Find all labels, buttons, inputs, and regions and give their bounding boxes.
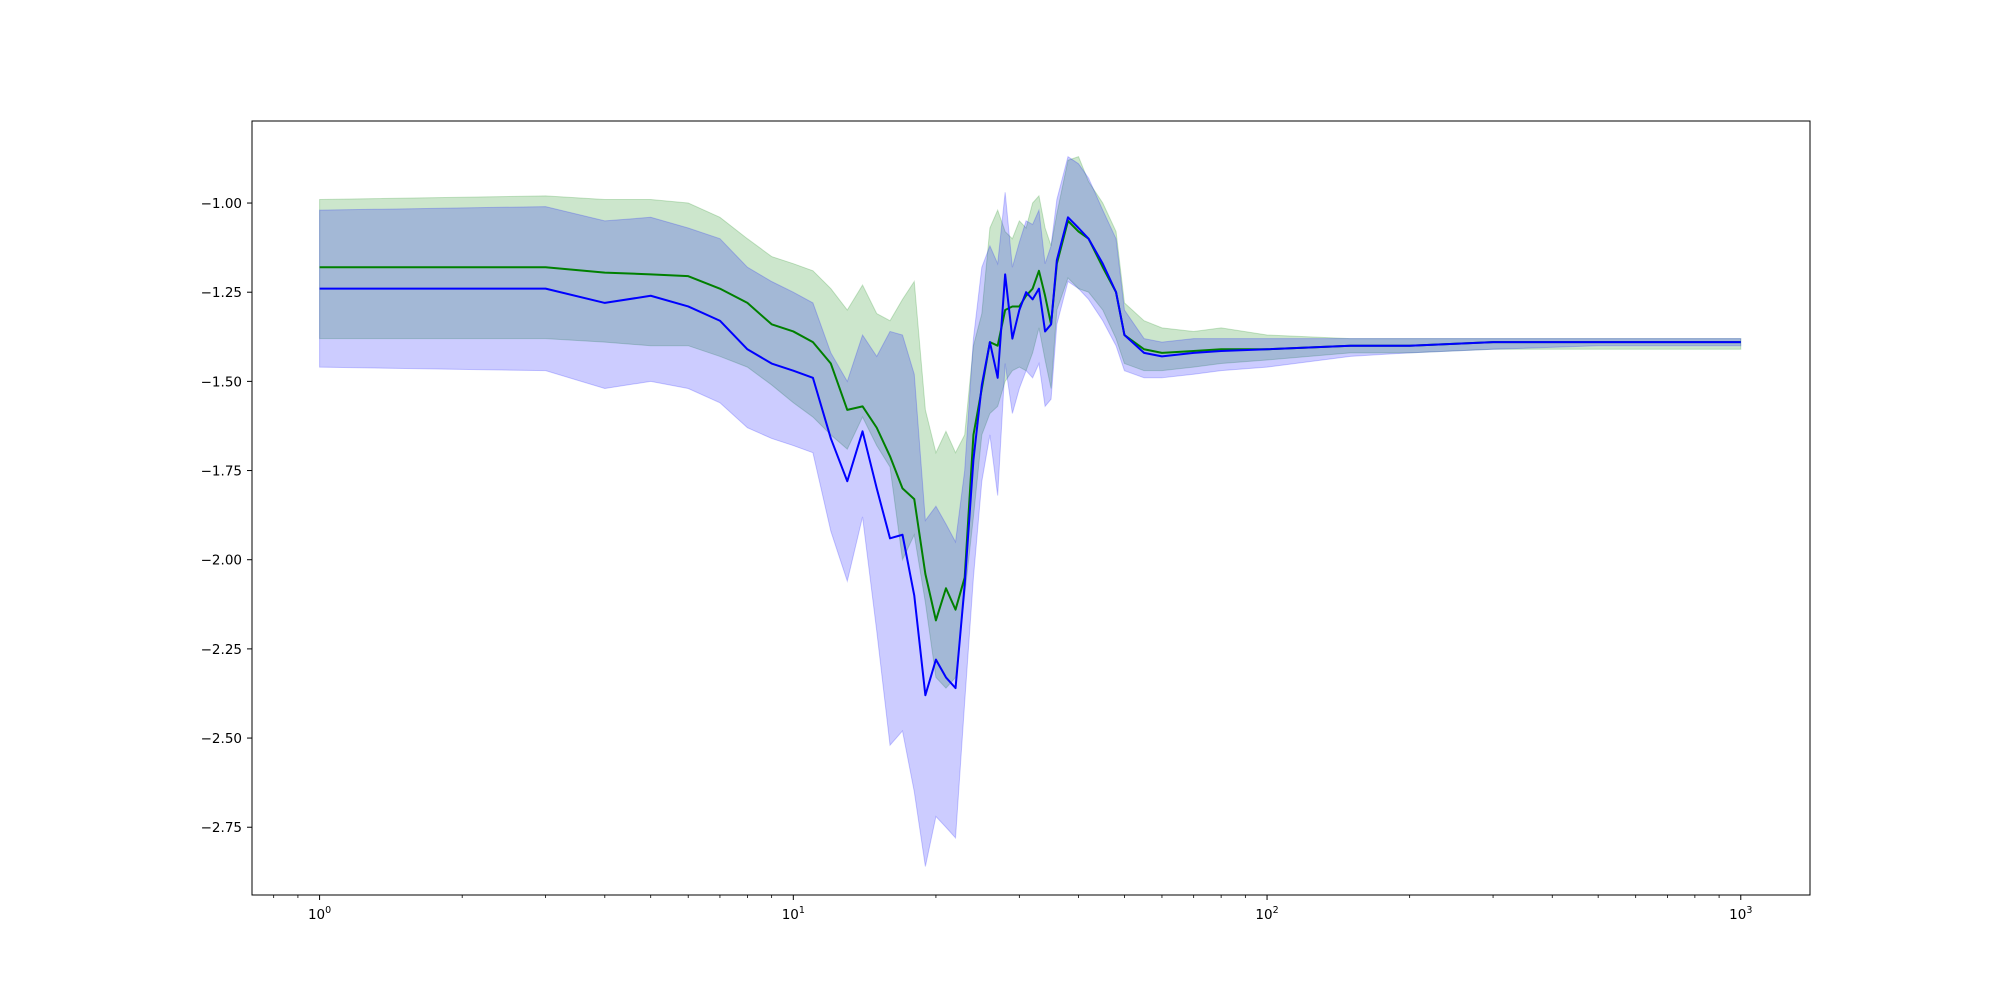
series-1-line bbox=[319, 219, 1741, 622]
y-tick-label: −2.75 bbox=[201, 820, 242, 836]
series-2-line bbox=[319, 216, 1741, 697]
y-tick-label: −2.50 bbox=[201, 731, 242, 747]
y-tick-label: −1.00 bbox=[201, 196, 242, 212]
series-2-band bbox=[319, 155, 1742, 867]
x-tick-label: 100 bbox=[308, 905, 331, 923]
y-axis: −1.00 −1.25 −1.50 −1.75 −2.00 −2.25 −2.50 −2.75 bbox=[201, 196, 252, 836]
y-tick-label: −1.25 bbox=[201, 285, 242, 301]
y-tick-label: −2.00 bbox=[201, 553, 242, 569]
y-tick-label: −2.25 bbox=[201, 642, 242, 658]
x-tick-label: 102 bbox=[1255, 905, 1278, 923]
axes-frame bbox=[251, 120, 1811, 896]
y-tick-label: −1.75 bbox=[201, 464, 242, 480]
plot-area bbox=[319, 155, 1742, 867]
x-tick-label: 101 bbox=[782, 905, 805, 923]
series-1-band bbox=[319, 156, 1742, 689]
x-tick-label: 103 bbox=[1729, 905, 1752, 923]
x-axis: 100 101 102 103 bbox=[273, 895, 1752, 923]
y-tick-label: −1.50 bbox=[201, 374, 242, 390]
